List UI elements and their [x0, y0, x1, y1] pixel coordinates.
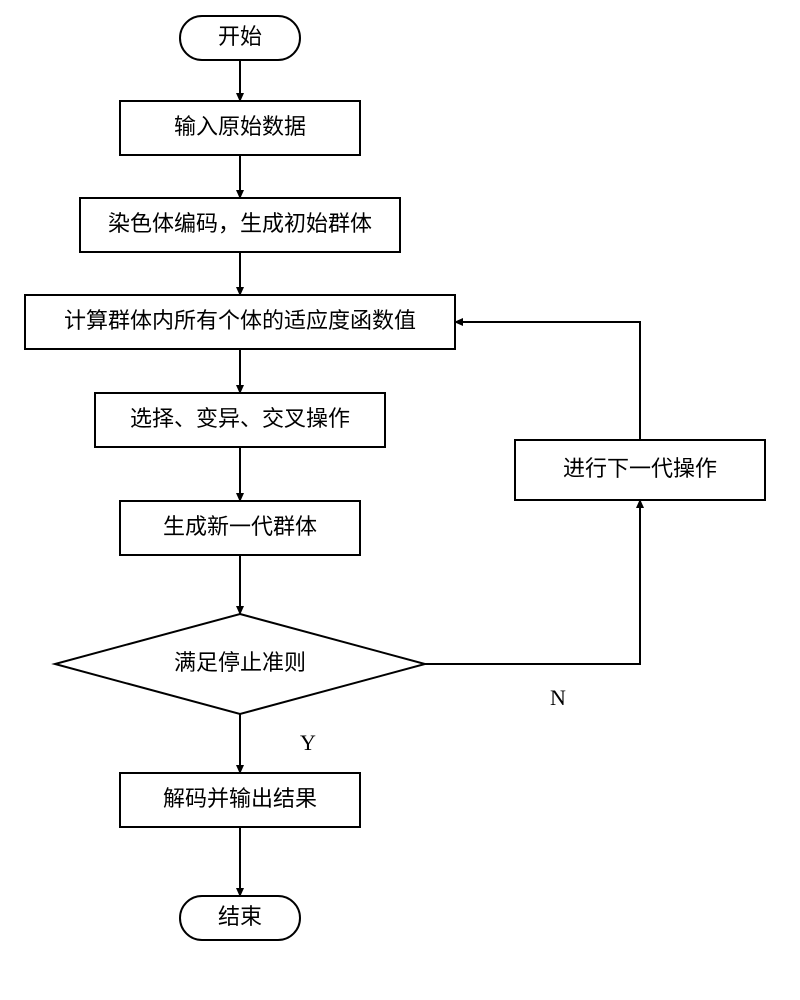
node-nextgen_box-label: 进行下一代操作 — [563, 456, 717, 481]
node-start-label: 开始 — [218, 24, 262, 49]
edge-6: Y — [240, 714, 316, 773]
edge-8: N — [425, 500, 640, 710]
node-operate: 选择、变异、交叉操作 — [95, 393, 385, 447]
node-decode-label: 解码并输出结果 — [163, 786, 317, 811]
node-start: 开始 — [180, 16, 300, 60]
node-fitness: 计算群体内所有个体的适应度函数值 — [25, 295, 455, 349]
edge-8-label: N — [550, 685, 566, 710]
node-operate-label: 选择、变异、交叉操作 — [130, 406, 350, 431]
node-decision: 满足停止准则 — [55, 614, 425, 714]
edge-9 — [455, 322, 640, 440]
node-input-label: 输入原始数据 — [174, 114, 306, 139]
node-nextgen_box: 进行下一代操作 — [515, 440, 765, 500]
node-fitness-label: 计算群体内所有个体的适应度函数值 — [64, 308, 416, 333]
node-encode-label: 染色体编码，生成初始群体 — [108, 211, 372, 236]
node-decision-label: 满足停止准则 — [174, 650, 306, 675]
nodes-layer: 开始输入原始数据染色体编码，生成初始群体计算群体内所有个体的适应度函数值选择、变… — [25, 16, 765, 940]
node-newpop-label: 生成新一代群体 — [163, 514, 317, 539]
node-decode: 解码并输出结果 — [120, 773, 360, 827]
node-newpop: 生成新一代群体 — [120, 501, 360, 555]
node-encode: 染色体编码，生成初始群体 — [80, 198, 400, 252]
edge-6-label: Y — [300, 730, 316, 755]
node-end-label: 结束 — [218, 904, 262, 929]
flowchart-canvas: Y N 开始输入原始数据染色体编码，生成初始群体计算群体内所有个体的适应度函数值选… — [0, 0, 800, 1000]
node-end: 结束 — [180, 896, 300, 940]
node-input: 输入原始数据 — [120, 101, 360, 155]
